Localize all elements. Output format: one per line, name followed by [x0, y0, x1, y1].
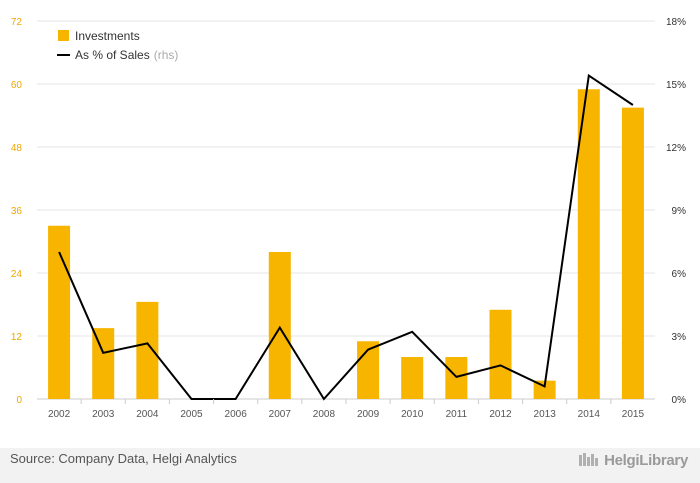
- left-axis-tick-label: 36: [11, 206, 23, 217]
- right-axis-tick-label: 9%: [672, 206, 687, 217]
- right-axis-tick-label: 6%: [672, 269, 687, 280]
- investment-bars: [48, 89, 644, 399]
- x-axis-tick-label: 2015: [622, 409, 645, 420]
- x-axis-tick-label: 2004: [136, 409, 159, 420]
- investment-bar: [268, 252, 291, 399]
- investment-bar: [401, 357, 424, 399]
- left-axis-tick-label: 48: [11, 143, 23, 154]
- gridlines: [37, 20, 655, 400]
- x-axis-tick-label: 2006: [225, 409, 248, 420]
- left-axis-tick-label: 0: [16, 395, 22, 406]
- x-axis: 2002 2003 2004 2005 2006 2007 2008 2009 2010 2011…: [48, 399, 645, 420]
- left-axis-tick-label: 60: [11, 80, 23, 91]
- investment-bar: [445, 357, 468, 399]
- investment-bar: [489, 309, 512, 399]
- investment-bar: [533, 380, 556, 399]
- legend-label-investments: Investments: [75, 29, 140, 43]
- investment-bar: [136, 301, 159, 399]
- footer: Source: Company Data, Helgi Analytics He…: [0, 448, 700, 483]
- investment-bar: [621, 107, 644, 399]
- investment-bar: [577, 89, 600, 399]
- right-axis-tick-label: 12%: [666, 143, 686, 154]
- left-axis-tick-label: 24: [11, 269, 23, 280]
- x-axis-tick-label: 2005: [180, 409, 203, 420]
- chart: 0 12 24 36 48 60 72 0% 3% 6% 9% 12% 15% 18% 2002 2003…: [11, 17, 686, 420]
- x-axis-tick-label: 2012: [489, 409, 512, 420]
- investment-bar: [92, 328, 115, 399]
- x-axis-tick-label: 2002: [48, 409, 71, 420]
- legend-label-rhs: (rhs): [154, 48, 179, 62]
- left-axis-tick-label: 12: [11, 332, 23, 343]
- legend-swatch-investments: [58, 30, 69, 41]
- right-axis-tick-label: 0%: [672, 395, 687, 406]
- x-axis-tick-label: 2010: [401, 409, 424, 420]
- left-axis-ticks: 0 12 24 36 48 60 72: [11, 17, 23, 406]
- sales-ratio-polyline: [58, 73, 634, 401]
- x-axis-tick-label: 2008: [313, 409, 336, 420]
- x-axis-tick-label: 2013: [534, 409, 557, 420]
- right-axis-tick-label: 18%: [666, 17, 686, 28]
- investment-bar: [48, 225, 71, 399]
- x-axis-tick-label: 2007: [269, 409, 292, 420]
- brand-logo: HelgiLibrary: [578, 451, 688, 469]
- legend-label-sales-ratio-name: As % of Sales: [75, 48, 150, 62]
- source-note: Source: Company Data, Helgi Analytics: [10, 451, 237, 466]
- legend: Investments As % of Sales (rhs): [57, 29, 178, 62]
- right-axis-tick-label: 15%: [666, 80, 686, 91]
- right-axis-tick-label: 3%: [672, 332, 687, 343]
- x-axis-tick-label: 2003: [92, 409, 115, 420]
- sales-ratio-line: [58, 73, 634, 401]
- brand-name: HelgiLibrary: [604, 452, 688, 469]
- legend-label-sales-ratio: As % of Sales (rhs): [75, 48, 178, 62]
- x-axis-tick-label: 2011: [446, 409, 468, 420]
- x-axis-tick-label: 2014: [578, 409, 601, 420]
- left-axis-tick-label: 72: [11, 17, 23, 28]
- x-axis-tick-label: 2009: [357, 409, 380, 420]
- right-axis-ticks: 0% 3% 6% 9% 12% 15% 18%: [666, 17, 686, 406]
- library-icon: [579, 453, 599, 466]
